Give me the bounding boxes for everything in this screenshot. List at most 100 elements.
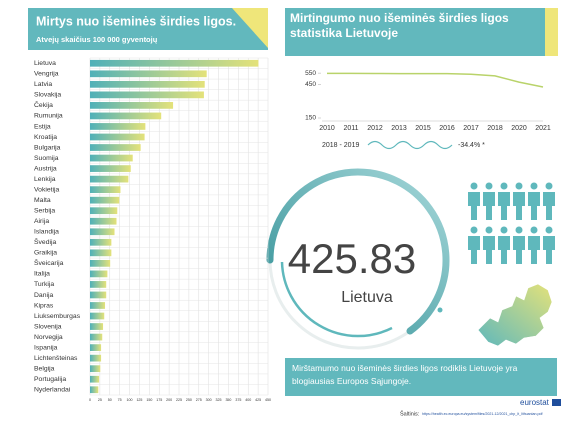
note: Mirštamumo nuo išeminės širdies ligos ro… (292, 363, 518, 386)
x-tick-label: 125 (136, 398, 142, 402)
bar (90, 207, 118, 215)
y-tick-label: Islandija (34, 229, 59, 236)
header-accent (232, 8, 268, 48)
person-head (485, 182, 493, 190)
y-tick-label: Ispanija (34, 344, 58, 351)
line (327, 72, 544, 88)
y-tick-label: Portugalija (34, 376, 66, 383)
person-head (470, 226, 478, 234)
source-url[interactable]: https://health.ec.europa.eu/system/files… (422, 412, 542, 416)
y-tick-label: Kipras (34, 302, 54, 309)
y-tick-label: Latvia (34, 81, 52, 88)
y-tick-label: Slovakija (34, 92, 61, 99)
x-tick-label: 400 (245, 398, 251, 402)
x-tick-label: 2017 (463, 125, 479, 132)
y-tick-label: Nyderlandai (34, 387, 71, 394)
x-tick-label: 325 (216, 398, 222, 402)
x-tick-label: 75 (118, 398, 122, 402)
bar (90, 123, 146, 130)
bar (90, 196, 120, 204)
bar (90, 344, 102, 351)
ring-inner (280, 261, 393, 338)
person-body (498, 236, 510, 264)
bar (90, 259, 111, 267)
person-body (543, 236, 555, 264)
x-tick-label: 150 (146, 398, 152, 402)
source-label: Šaltinis: (400, 410, 420, 417)
header-box (285, 8, 535, 56)
x-tick-label: 375 (235, 398, 241, 402)
x-tick-label: 2011 (343, 125, 358, 132)
eu-flag (552, 399, 561, 406)
annotation: -34.4% * (458, 142, 485, 149)
bar (90, 165, 131, 172)
brand: eurostat (520, 398, 550, 407)
x-tick-label: 2016 (439, 125, 455, 132)
x-tick-label: 200 (166, 398, 172, 402)
person-body (513, 192, 525, 220)
y-tick-label: Bulgarija (34, 144, 61, 151)
bar (90, 333, 103, 341)
y-tick-label: Malta (34, 197, 51, 204)
ring-dot (437, 307, 443, 313)
chart-title-box: Mirtingumo nuo išeminės širdies ligos st… (290, 11, 509, 40)
x-tick-label: 175 (156, 398, 162, 402)
y-tick-label: Rumunija (34, 113, 63, 120)
x-tick-label: 2010 (319, 125, 335, 132)
bar (90, 80, 205, 88)
europe-map (477, 283, 553, 347)
person-head (515, 226, 523, 234)
person-body (528, 236, 540, 264)
y-tick-label: 150 (305, 115, 316, 122)
y-tick-label: 550 (305, 70, 316, 77)
header-box (520, 8, 545, 56)
y-tick-label: Švedija (34, 237, 57, 246)
y-tick-label: Norvegija (34, 334, 63, 341)
person-head (545, 182, 553, 190)
x-tick-label: 0 (89, 398, 91, 402)
x-tick-label: 425 (255, 398, 261, 402)
person-head (545, 226, 553, 234)
y-tick-label: Danija (34, 292, 53, 299)
bar (90, 375, 100, 383)
bar (90, 281, 107, 288)
x-tick-label: 225 (176, 398, 182, 402)
x-tick-label: 2015 (415, 125, 431, 132)
y-tick-label: Italija (34, 271, 50, 278)
x-tick-label: 100 (127, 398, 133, 402)
note-box (285, 358, 557, 396)
x-tick-label: 25 (98, 398, 102, 402)
chart-subtitle: Atvejų skaičius 100 000 gyventojų (36, 35, 158, 44)
chart-title: Mirtingumo nuo išeminės širdies ligos st… (290, 11, 509, 40)
x-tick-label: 2012 (367, 125, 383, 132)
y-tick-label: Liuksemburgas (34, 313, 81, 320)
chart-title: Mirtys nuo išeminės širdies ligos. (36, 14, 236, 28)
y-tick-label: Estija (34, 123, 51, 130)
y-tick-label: Graikija (34, 250, 57, 257)
bar (90, 291, 107, 299)
y-tick-label: Lenkija (34, 176, 56, 183)
y-tick-label: Čekija (34, 100, 53, 109)
person-body (483, 192, 495, 220)
x-tick-label: 2020 (511, 125, 527, 132)
y-tick-label: Šveicarija (34, 258, 64, 267)
bar (90, 186, 121, 194)
bar (90, 270, 108, 278)
y-tick-label: Vokietija (34, 186, 60, 193)
person-head (500, 226, 508, 234)
y-tick-label: Kroatija (34, 134, 57, 141)
bar (90, 365, 101, 373)
person-body (528, 192, 540, 220)
bar (90, 102, 174, 109)
y-tick-label: Slovenija (34, 323, 62, 330)
x-tick-label: 350 (225, 398, 231, 402)
y-tick-label: Serbija (34, 208, 55, 215)
big-number-label: Lietuva (341, 289, 393, 306)
people-icons (468, 182, 555, 264)
y-tick-label: Lichtenšteinas (34, 355, 78, 362)
person-body (468, 192, 480, 220)
bar (90, 228, 115, 236)
y-tick-label: Belgija (34, 365, 55, 372)
x-tick-label: 2018 (487, 125, 503, 132)
y-tick-label: Vengrija (34, 71, 59, 78)
